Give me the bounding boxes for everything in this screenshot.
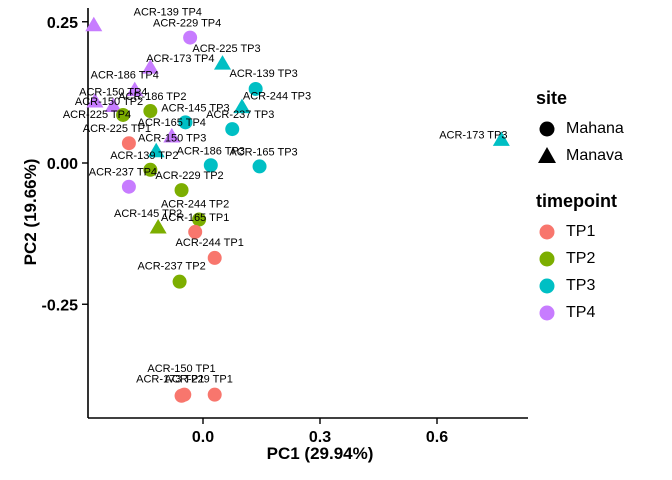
data-point-triangle — [214, 55, 231, 70]
point-label: ACR-150 TP2 — [75, 96, 143, 108]
data-point-triangle — [233, 98, 251, 114]
point-label: ACR-244 TP1 — [176, 237, 244, 249]
legend-timepoint-section: timepoint TP1 TP2 TP3 TP4 — [536, 191, 670, 326]
legend-site-title: site — [536, 88, 568, 108]
point-label: ACR-165 TP3 — [229, 146, 297, 158]
circle-icon — [539, 305, 555, 320]
point-label: ACR-173 TP1 — [136, 374, 204, 386]
legend-item-label: TP2 — [566, 249, 596, 267]
point-label: ACR-237 TP4 — [89, 167, 157, 179]
legend-item-site-manava: Manava — [536, 142, 670, 169]
data-point-circle — [207, 387, 222, 402]
point-label: ACR-145 TP3 — [161, 102, 229, 114]
point-label: ACR-186 TP3 — [177, 145, 245, 157]
data-point-circle — [207, 250, 222, 265]
data-point-triangle — [163, 128, 181, 143]
point-label: ACR-229 TP1 — [165, 374, 233, 386]
point-label: ACR-139 TP4 — [134, 7, 202, 19]
point-label: ACR-139 TP3 — [230, 68, 298, 80]
data-point-circle — [121, 179, 136, 194]
data-point-triangle — [147, 142, 165, 158]
point-label: ACR-225 TP1 — [83, 123, 151, 135]
circle-icon — [539, 251, 555, 266]
y-tick-label: 0.00 — [47, 156, 78, 173]
point-label: ACR-244 TP3 — [243, 91, 311, 103]
data-point-triangle — [492, 131, 510, 146]
circle-icon — [539, 278, 555, 293]
legend-item-label: TP3 — [566, 276, 596, 294]
legend-item-timepoint-tp2: TP2 — [536, 245, 670, 272]
data-point-circle — [188, 224, 203, 239]
x-tick-label: 0.0 — [192, 429, 214, 446]
legend-site-section: site Mahana Manava — [536, 88, 670, 169]
circle-icon — [539, 224, 555, 239]
data-point-circle — [121, 136, 136, 151]
point-label: ACR-237 TP3 — [206, 109, 274, 121]
point-label: ACR-165 TP1 — [161, 212, 229, 224]
point-label: ACR-173 TP4 — [146, 53, 214, 65]
data-point-circle — [183, 30, 198, 45]
data-point-circle — [225, 122, 240, 137]
legend-timepoint-title: timepoint — [536, 191, 617, 211]
data-point-triangle — [85, 16, 103, 32]
x-tick-label: 0.3 — [309, 429, 331, 446]
triangle-icon — [538, 146, 556, 163]
point-label: ACR-225 TP4 — [63, 109, 131, 121]
legend-site-items: Mahana Manava — [536, 115, 670, 169]
data-point-circle — [172, 274, 187, 289]
legend-timepoint-items: TP1 TP2 TP3 TP4 — [536, 218, 670, 326]
data-point-circle — [116, 107, 131, 122]
data-point-circle — [177, 387, 192, 402]
point-label: ACR-225 TP3 — [192, 43, 260, 55]
data-point-circle — [252, 159, 267, 174]
point-label: ACR-150 TP4 — [79, 87, 147, 99]
circle-icon — [539, 121, 555, 136]
data-point-triangle — [141, 59, 159, 74]
legend-item-label: TP4 — [566, 303, 596, 321]
data-point-circle — [143, 162, 158, 177]
point-label: ACR-186 TP2 — [118, 91, 186, 103]
x-tick-label: 0.6 — [426, 429, 448, 446]
data-point-circle — [174, 183, 189, 198]
legend-item-label: TP1 — [566, 222, 596, 240]
point-label: ACR-186 TP4 — [91, 70, 159, 82]
legend-item-timepoint-tp4: TP4 — [536, 299, 670, 326]
legend-item-label: Manava — [566, 146, 623, 164]
point-label: ACR-145 TP2 — [114, 208, 182, 220]
data-point-circle — [248, 81, 263, 96]
y-axis-title: PC2 (19.66%) — [21, 158, 40, 266]
x-axis-title: PC1 (29.94%) — [266, 444, 374, 463]
point-label: ACR-173 TP3 — [439, 129, 507, 141]
data-point-circle — [192, 212, 207, 227]
point-label: ACR-139 TP2 — [110, 150, 178, 162]
legend-item-site-mahana: Mahana — [536, 115, 670, 142]
data-point-triangle — [149, 218, 167, 234]
legend-item-timepoint-tp3: TP3 — [536, 272, 670, 299]
data-point-circle — [203, 158, 218, 173]
point-label: ACR-229 TP2 — [155, 170, 223, 182]
point-label: ACR-150 TP1 — [147, 363, 215, 375]
y-tick-label: 0.25 — [47, 15, 78, 32]
legend-item-label: Mahana — [566, 119, 624, 137]
data-point-triangle — [104, 97, 122, 112]
data-point-circle — [143, 104, 158, 119]
point-label: ACR-244 TP2 — [161, 199, 229, 211]
data-point-circle — [178, 115, 193, 130]
point-label: ACR-229 TP4 — [153, 18, 221, 30]
y-tick-label: -0.25 — [42, 297, 79, 314]
data-point-triangle — [126, 81, 144, 97]
point-label: ACR-237 TP2 — [137, 261, 205, 273]
legend: site Mahana Manava timepoint TP1 TP2 TP3 TP4 — [536, 88, 670, 348]
legend-item-timepoint-tp1: TP1 — [536, 218, 670, 245]
point-label: ACR-150 TP3 — [138, 133, 206, 145]
data-point-triangle — [86, 92, 104, 108]
point-label: ACR-165 TP4 — [138, 117, 206, 129]
